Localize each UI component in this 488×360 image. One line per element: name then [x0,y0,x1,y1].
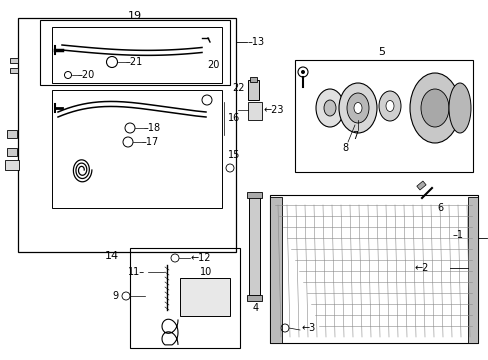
Ellipse shape [338,83,376,133]
Text: 20: 20 [206,60,219,70]
Text: 10: 10 [200,267,212,277]
Bar [130,248,240,348]
Text: –18: –18 [143,123,161,133]
Text: 5: 5 [378,47,385,57]
Circle shape [301,70,305,74]
Text: ←2: ←2 [414,263,428,273]
Bar [269,197,282,343]
Bar [40,20,229,85]
Text: ←3: ←3 [302,323,316,333]
Bar [10,68,18,73]
Text: 15: 15 [227,150,240,160]
Text: 4: 4 [252,303,259,313]
Ellipse shape [420,89,448,127]
Ellipse shape [353,103,361,113]
Bar [249,77,257,82]
Text: –21: –21 [126,57,143,67]
Bar [294,60,472,172]
Bar [269,195,477,343]
Ellipse shape [448,83,470,133]
Text: –20: –20 [78,70,95,80]
Text: 11–: 11– [128,267,145,277]
Bar [52,27,222,83]
Text: –17: –17 [142,137,159,147]
Text: 22: 22 [231,83,244,93]
Ellipse shape [315,89,343,127]
Bar [248,195,260,295]
Bar [52,90,222,208]
Bar [467,197,477,343]
Ellipse shape [409,73,459,143]
Text: –13: –13 [247,37,264,47]
Bar [7,148,17,156]
Bar [10,58,18,63]
Bar [246,295,262,301]
Text: –1: –1 [452,230,463,240]
Text: 16: 16 [227,113,240,123]
Bar [247,102,262,120]
Text: ←12: ←12 [191,253,211,263]
Bar [5,160,19,170]
Bar [247,80,259,100]
Ellipse shape [378,91,400,121]
Text: 19: 19 [128,11,142,21]
Ellipse shape [324,100,335,116]
Ellipse shape [346,93,368,123]
Text: 9: 9 [112,291,118,301]
Bar [180,278,229,316]
Bar [246,192,262,198]
Text: 14: 14 [105,251,119,261]
Text: 7: 7 [351,131,358,141]
Text: 8: 8 [341,143,347,153]
Text: 6: 6 [436,203,442,213]
Text: ←23: ←23 [264,105,284,115]
Bar [18,18,236,252]
Ellipse shape [385,100,393,112]
Bar [416,181,425,190]
Bar [7,130,17,138]
